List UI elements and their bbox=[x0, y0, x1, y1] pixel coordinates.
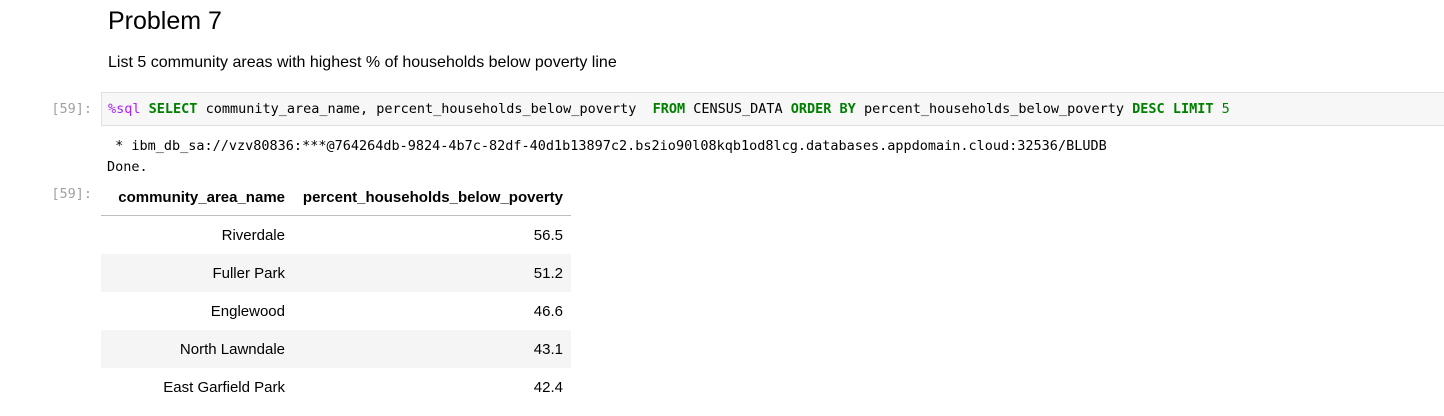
table-row: North Lawndale 43.1 bbox=[101, 330, 571, 368]
table-header-row: community_area_name percent_households_b… bbox=[101, 180, 571, 216]
table-cell: Englewood bbox=[210, 302, 285, 320]
table-cell: 46.6 bbox=[533, 302, 563, 320]
sql-magic: %sql bbox=[108, 101, 141, 117]
order-column: percent_households_below_poverty bbox=[855, 101, 1133, 117]
table-name: CENSUS_DATA bbox=[685, 101, 791, 117]
result-table: community_area_name percent_households_b… bbox=[101, 180, 571, 406]
table-row: Englewood 46.6 bbox=[101, 292, 571, 330]
sql-code[interactable]: %sql SELECT community_area_name, percent… bbox=[108, 101, 1230, 118]
select-columns: community_area_name, percent_households_… bbox=[197, 101, 653, 117]
done-line: Done. bbox=[107, 159, 148, 175]
keyword-limit: LIMIT bbox=[1172, 101, 1214, 117]
code-input-area[interactable]: %sql SELECT community_area_name, percent… bbox=[101, 92, 1444, 126]
table-cell: Riverdale bbox=[221, 226, 285, 244]
table-cell: 42.4 bbox=[533, 378, 563, 396]
table-cell: East Garfield Park bbox=[163, 378, 285, 396]
table-row: Riverdale 56.5 bbox=[101, 216, 571, 255]
keyword-from: FROM bbox=[652, 101, 686, 117]
table-row: Fuller Park 51.2 bbox=[101, 254, 571, 292]
column-header: community_area_name bbox=[101, 180, 293, 216]
table-cell: Fuller Park bbox=[101, 254, 293, 292]
table-cell: 51.2 bbox=[293, 254, 571, 292]
section-heading: Problem 7 bbox=[108, 7, 222, 35]
connection-line: * ibm_db_sa://vzv80836:***@764264db-9824… bbox=[107, 138, 1107, 154]
table-cell: North Lawndale bbox=[101, 330, 293, 368]
keyword-select: SELECT bbox=[148, 101, 198, 117]
stdout-output: * ibm_db_sa://vzv80836:***@764264db-9824… bbox=[107, 136, 1107, 178]
input-prompt: [59]: bbox=[51, 101, 92, 117]
output-prompt: [59]: bbox=[51, 186, 92, 202]
keyword-desc: DESC bbox=[1132, 101, 1165, 117]
table-row: East Garfield Park 42.4 bbox=[101, 368, 571, 406]
keyword-order-by: ORDER BY bbox=[790, 101, 856, 117]
table-cell: 43.1 bbox=[293, 330, 571, 368]
limit-value: 5 bbox=[1221, 101, 1230, 117]
problem-description: List 5 community areas with highest % of… bbox=[108, 54, 617, 71]
table-cell: 56.5 bbox=[533, 226, 563, 244]
column-header: percent_households_below_poverty bbox=[293, 180, 571, 216]
